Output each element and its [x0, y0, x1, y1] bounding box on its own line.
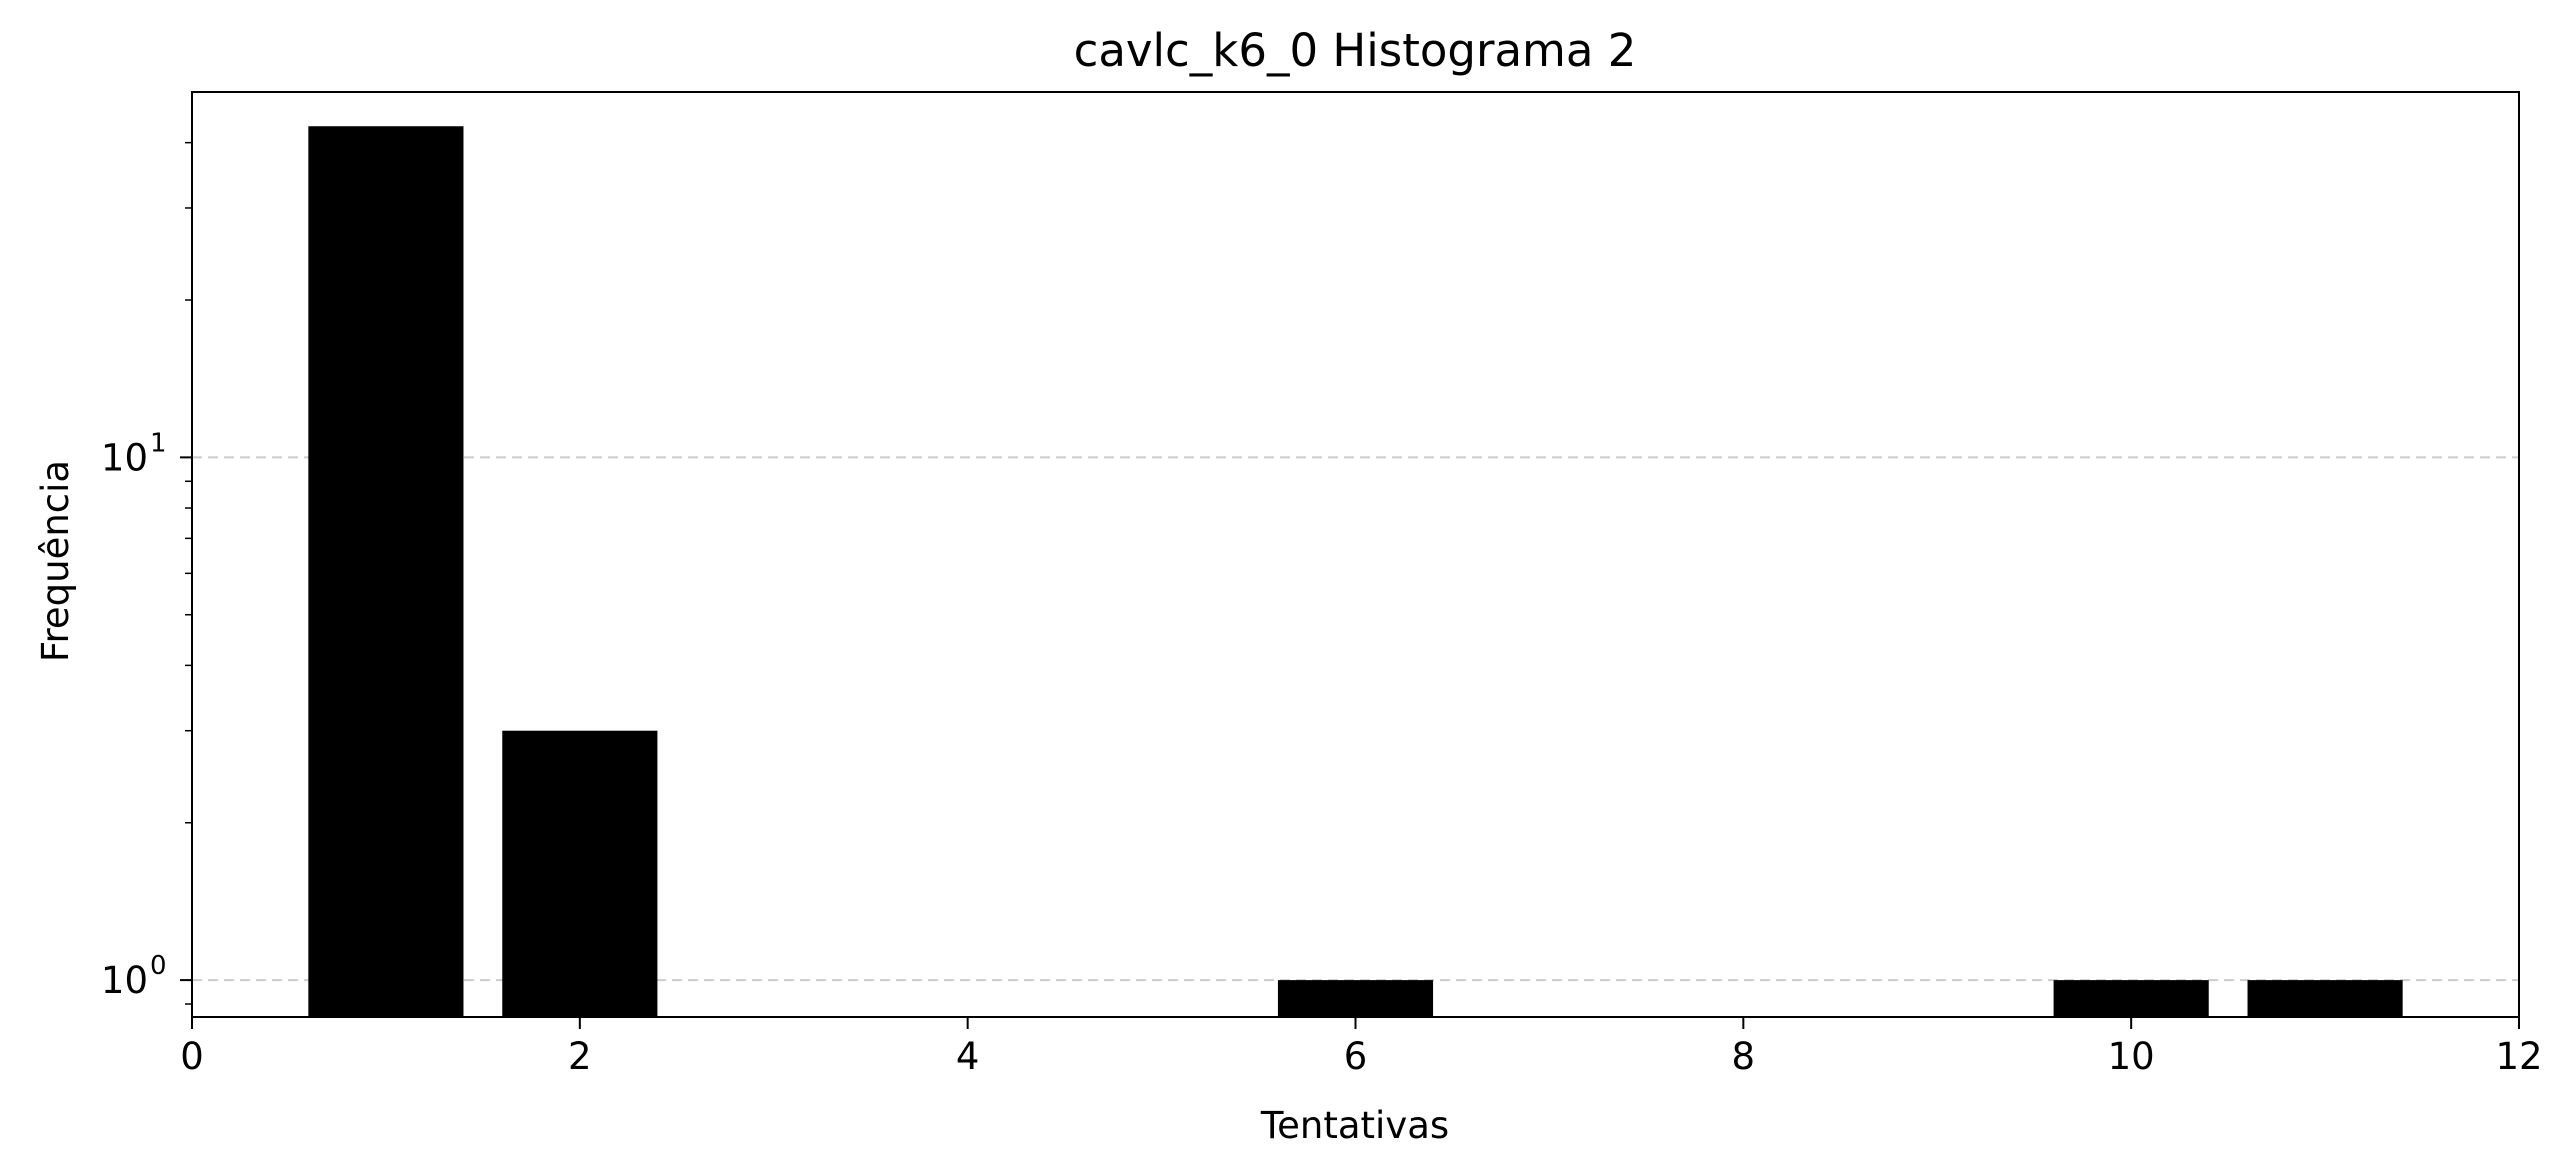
y-tick-label-0: 10	[101, 959, 148, 1002]
bars	[308, 126, 2403, 1017]
x-tick-label-4: 4	[956, 1035, 980, 1078]
x-tick-label-2: 2	[568, 1035, 592, 1078]
x-tick-label-8: 8	[1732, 1035, 1756, 1078]
chart-title: cavlc_k6_0 Histograma 2	[1074, 24, 1637, 77]
y-tick-exponent-0: 0	[150, 951, 167, 981]
x-axis-title: Tentativas	[1260, 1104, 1449, 1147]
x-tick-label-10: 10	[2108, 1035, 2155, 1078]
y-tick-label-1: 10	[101, 436, 148, 479]
y-tick-exponent-1: 1	[150, 428, 167, 458]
minor-ticks	[185, 141, 192, 1005]
y-axis-title: Frequência	[34, 460, 77, 662]
bar-11	[2247, 980, 2403, 1017]
x-axis-ticks: 0 2 4 6 8 10 12	[180, 1017, 2543, 1078]
bar-6	[1277, 980, 1434, 1017]
x-tick-label-12: 12	[2495, 1035, 2542, 1078]
bar-2	[502, 730, 658, 1017]
plot-frame	[191, 91, 2520, 1018]
x-tick-label-6: 6	[1344, 1035, 1368, 1078]
x-tick-label-0: 0	[180, 1035, 204, 1078]
bar-10	[2053, 980, 2209, 1017]
bar-1	[308, 126, 464, 1017]
